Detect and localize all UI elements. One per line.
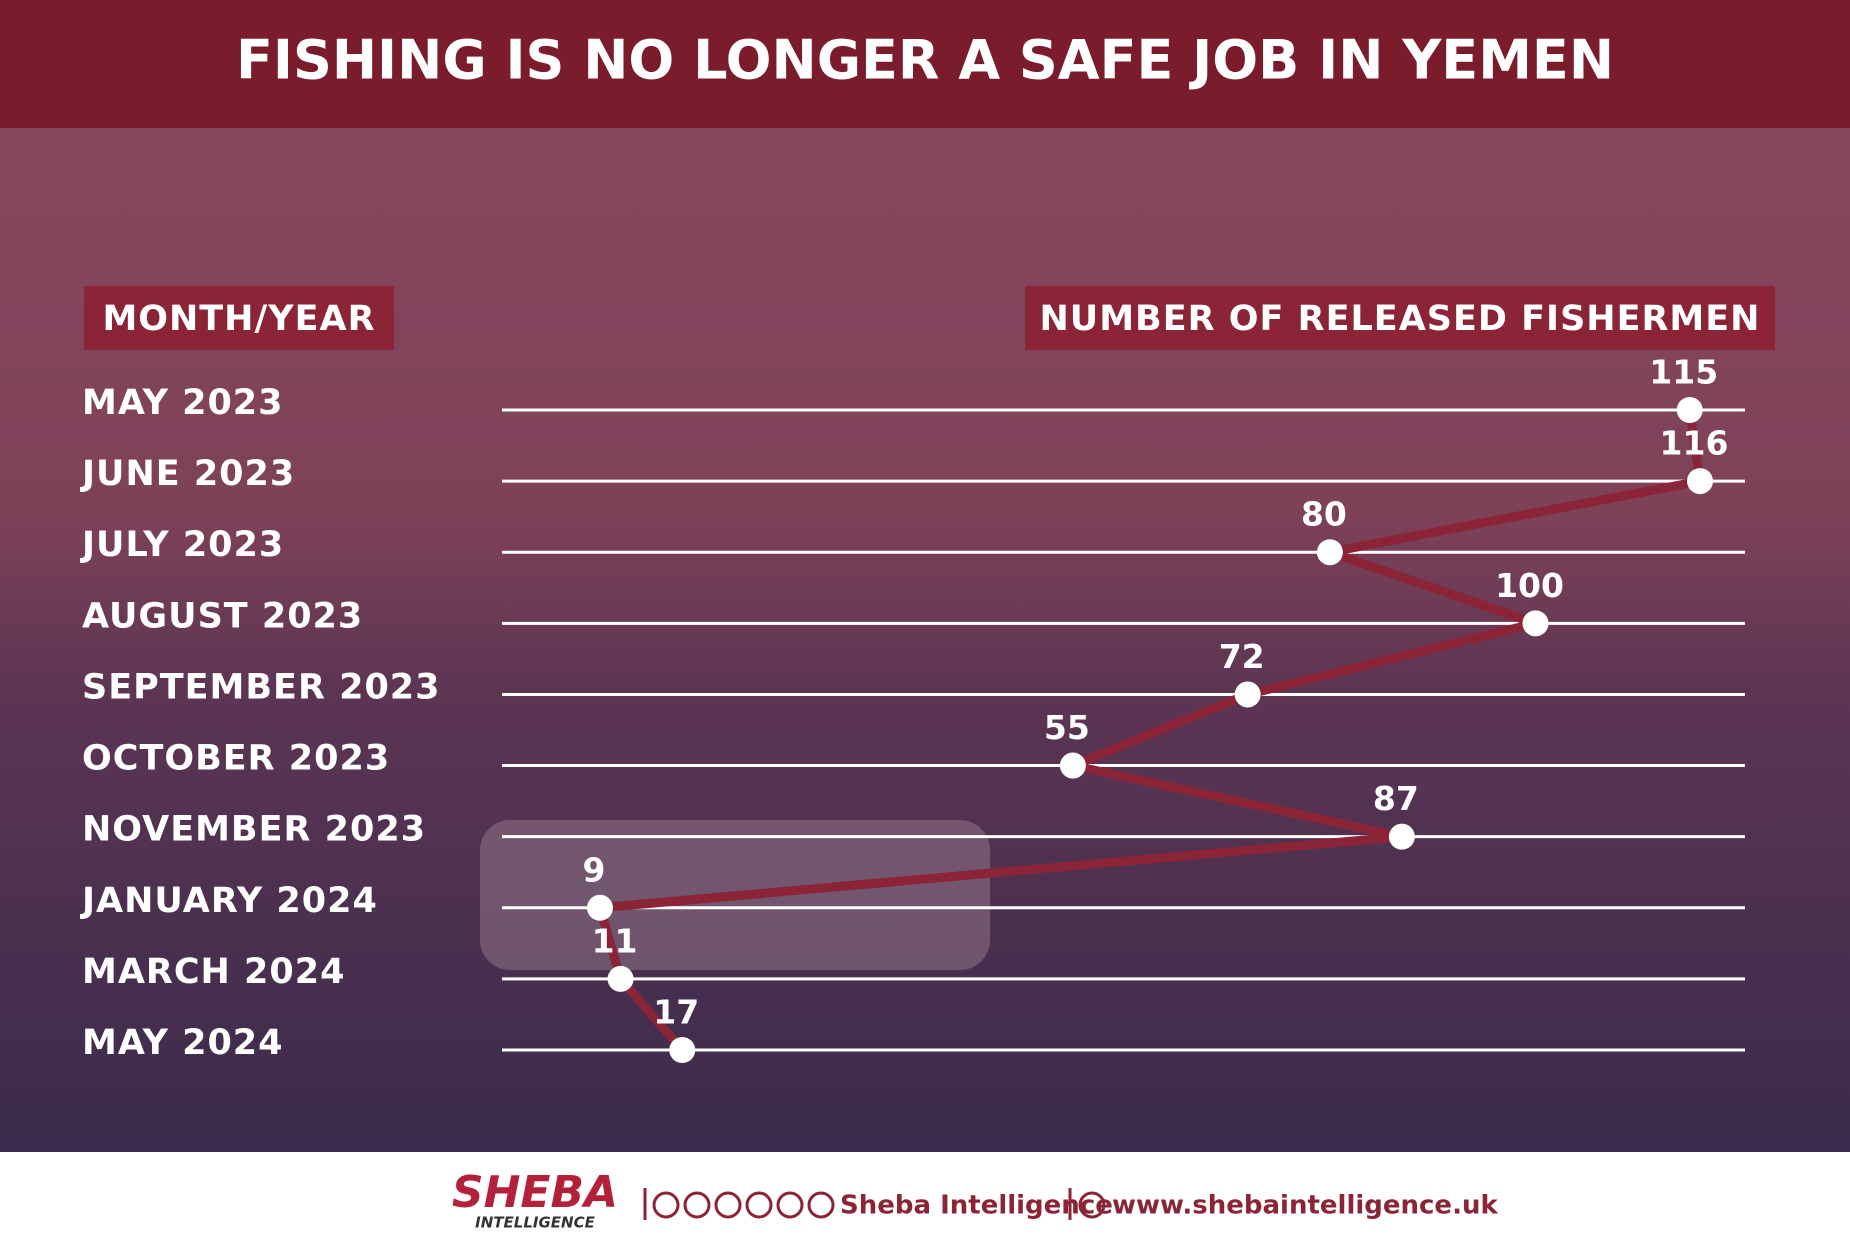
value-label: 115 — [1649, 353, 1718, 392]
data-point — [1059, 752, 1086, 779]
category-label: AUGUST 2023 — [82, 596, 363, 636]
header-box — [84, 286, 394, 350]
social-icons — [652, 1191, 835, 1219]
background — [0, 0, 1850, 1152]
data-point — [669, 1037, 696, 1063]
value-label: 72 — [1219, 637, 1265, 676]
value-header: NUMBER OF RELEASED FISHERMEN — [1040, 299, 1761, 339]
value-label: 87 — [1373, 779, 1419, 818]
category-label: JULY 2023 — [80, 525, 284, 565]
value-label: 80 — [1301, 495, 1347, 534]
header-band — [0, 0, 1850, 128]
data-point — [1522, 610, 1549, 637]
data-point — [607, 965, 634, 992]
category-label: MAY 2023 — [82, 383, 284, 423]
footer-band — [0, 1152, 1850, 1255]
category-label: SEPTEMBER 2023 — [82, 667, 441, 707]
data-point — [1234, 681, 1261, 708]
data-point — [587, 894, 613, 921]
category-label: OCTOBER 2023 — [82, 739, 390, 779]
header-box — [1025, 286, 1775, 350]
data-point — [1687, 468, 1713, 495]
brand: SHEBA — [452, 1167, 618, 1218]
website: www.shebaintelligence.uk — [1112, 1191, 1498, 1221]
value-label: 100 — [1495, 566, 1564, 605]
social-handle: Sheba Intelligence — [840, 1191, 1113, 1221]
category-label: MARCH 2024 — [82, 952, 345, 992]
value-label: 55 — [1044, 708, 1090, 747]
value-label: 11 — [592, 921, 638, 960]
data-point — [1316, 539, 1343, 566]
web-icon — [1078, 1191, 1106, 1219]
data-point — [1388, 823, 1415, 850]
category-label: JANUARY 2024 — [80, 881, 378, 921]
category-label: MAY 2024 — [82, 1023, 284, 1063]
brand-sub: INTELLIGENCE — [475, 1214, 595, 1232]
chart-title: FISHING IS NO LONGER A SAFE JOB IN YEMEN — [236, 29, 1614, 92]
category-label: NOVEMBER 2023 — [82, 810, 426, 850]
value-label: 17 — [653, 993, 699, 1032]
value-label: 116 — [1660, 424, 1729, 463]
category-label: JUNE 2023 — [80, 454, 295, 494]
data-point — [1676, 397, 1703, 423]
value-label: 9 — [583, 850, 606, 889]
data-line — [595, 409, 1705, 1053]
category-header: MONTH/YEAR — [102, 299, 375, 339]
